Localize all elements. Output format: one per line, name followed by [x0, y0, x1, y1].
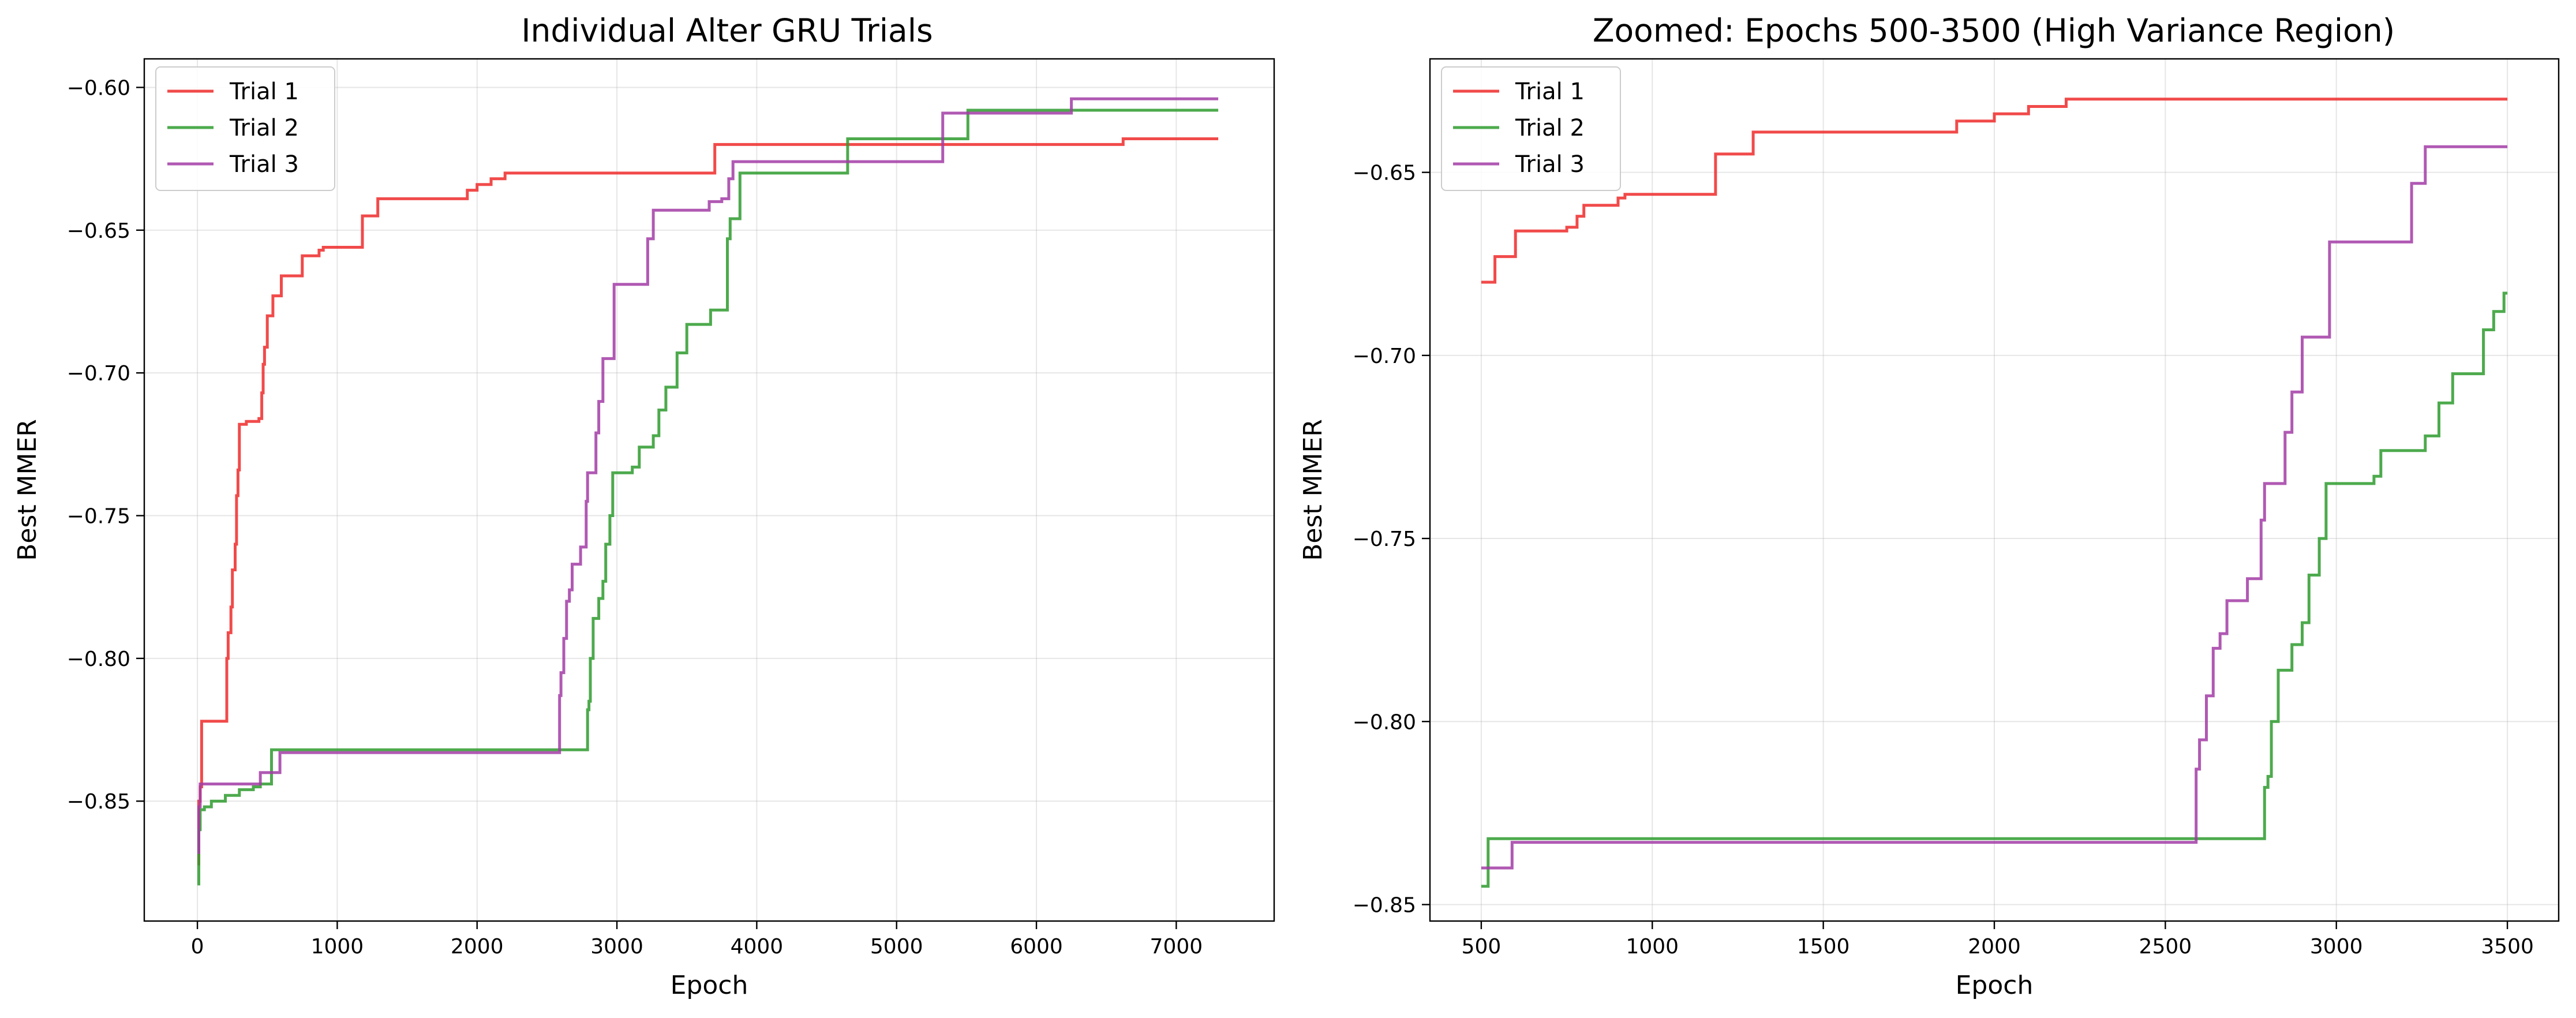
- chart-left: Individual Alter GRU Trials 0 1000 2000 300…: [13, 12, 1275, 1000]
- series-line-trial-1: [1481, 98, 2508, 284]
- y-tick-label: −0.65: [67, 219, 130, 243]
- x-tick-label: 2000: [1968, 935, 2021, 959]
- series-group: [1481, 98, 2508, 888]
- series-line-trial-2: [197, 108, 1219, 886]
- y-tick-label: −0.70: [1353, 345, 1416, 368]
- legend: Trial 1 Trial 2 Trial 3: [155, 66, 335, 191]
- x-tick-label: 0: [191, 935, 204, 959]
- legend: Trial 1 Trial 2 Trial 3: [1441, 66, 1621, 191]
- grid: [144, 59, 1274, 921]
- x-tick-label: 4000: [731, 935, 784, 959]
- y-tick-label: −0.85: [1353, 893, 1416, 917]
- x-tick-label: 3000: [590, 935, 643, 959]
- ticks: 0 1000 2000 3000 4000 5000 6000 7000 −0.85 −0.80 −…: [67, 76, 1203, 959]
- plot-frame: [143, 58, 1275, 922]
- y-tick-label: −0.80: [1353, 710, 1416, 734]
- grid: [1430, 59, 2559, 921]
- ticks: 500 1000 1500 2000 2500 3000 3500 −0.85 −0.80 −0.…: [1353, 162, 2534, 959]
- x-tick-label: 500: [1462, 935, 1502, 959]
- legend-box: [155, 66, 335, 191]
- chart-title: Individual Alter GRU Trials: [521, 12, 933, 49]
- legend-label: Trial 2: [1515, 115, 1585, 141]
- y-tick-label: −0.65: [1353, 162, 1416, 185]
- plot-frame: [1429, 58, 2560, 922]
- x-tick-label: 3500: [2481, 935, 2534, 959]
- y-axis-label: Best MMER: [13, 419, 42, 561]
- x-tick-label: 1500: [1797, 935, 1850, 959]
- x-tick-label: 6000: [1010, 935, 1063, 959]
- y-tick-label: −0.80: [67, 648, 130, 671]
- x-tick-label: 3000: [2310, 935, 2363, 959]
- x-tick-label: 2500: [2139, 935, 2192, 959]
- x-axis-label: Epoch: [1956, 971, 2034, 1000]
- series-line-trial-3: [1481, 145, 2508, 870]
- legend-label: Trial 3: [1515, 151, 1585, 178]
- x-tick-label: 7000: [1150, 935, 1203, 959]
- chart-title: Zoomed: Epochs 500-3500 (High Variance R…: [1593, 12, 2395, 49]
- x-tick-label: 2000: [451, 935, 504, 959]
- legend-label: Trial 1: [229, 78, 299, 105]
- series-line-trial-1: [197, 137, 1219, 866]
- x-tick-label: 1000: [311, 935, 364, 959]
- series-group: [197, 97, 1219, 886]
- chart-right: Zoomed: Epochs 500-3500 (High Variance R…: [1298, 12, 2560, 1000]
- x-axis-label: Epoch: [671, 971, 748, 1000]
- x-tick-label: 1000: [1626, 935, 1679, 959]
- legend-label: Trial 3: [229, 151, 299, 178]
- x-tick-label: 5000: [870, 935, 923, 959]
- legend-box: [1441, 66, 1621, 191]
- y-tick-label: −0.75: [1353, 527, 1416, 551]
- y-axis-label: Best MMER: [1298, 419, 1328, 561]
- legend-label: Trial 2: [229, 115, 299, 141]
- y-tick-label: −0.85: [67, 790, 130, 814]
- legend-label: Trial 1: [1515, 78, 1585, 105]
- y-tick-label: −0.75: [67, 505, 130, 529]
- y-tick-label: −0.60: [67, 76, 130, 100]
- series-line-trial-3: [197, 97, 1219, 854]
- series-line-trial-2: [1481, 291, 2508, 888]
- y-tick-label: −0.70: [67, 362, 130, 386]
